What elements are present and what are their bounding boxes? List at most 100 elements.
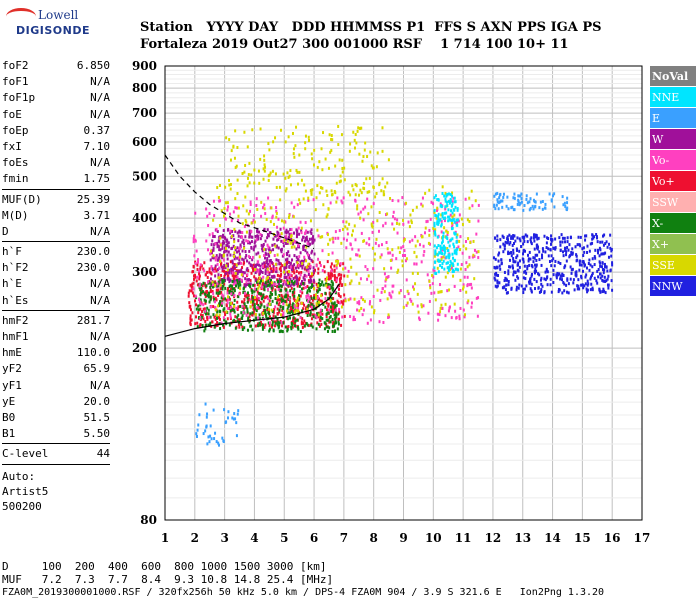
- echo-point: [591, 237, 594, 241]
- echo-point: [189, 314, 192, 318]
- echo-point: [353, 297, 356, 301]
- echo-point: [591, 233, 594, 237]
- echo-point: [209, 285, 212, 289]
- echo-point: [212, 248, 215, 252]
- echo-point: [440, 303, 443, 307]
- echo-point: [328, 133, 331, 137]
- echo-point: [264, 311, 267, 315]
- echo-point: [240, 261, 243, 265]
- param-value: N/A: [90, 224, 110, 238]
- echo-point: [330, 296, 333, 300]
- echo-point: [545, 269, 548, 273]
- echo-point: [537, 286, 540, 290]
- legend-item-sse: SSE: [650, 255, 696, 276]
- echo-point: [243, 130, 246, 134]
- echo-point: [248, 261, 251, 265]
- echo-point: [450, 221, 453, 225]
- echo-point: [240, 269, 243, 273]
- echo-point: [510, 286, 513, 290]
- echo-point: [555, 274, 558, 278]
- echo-point: [234, 129, 237, 133]
- echo-point: [221, 256, 224, 260]
- echo-point: [586, 279, 589, 283]
- echo-point: [352, 315, 355, 319]
- echo-point: [403, 237, 406, 241]
- echo-point: [333, 269, 336, 273]
- echo-point: [549, 248, 552, 252]
- echo-point: [398, 250, 401, 254]
- echo-point: [223, 235, 226, 239]
- echo-point: [224, 216, 227, 220]
- echo-point: [225, 310, 228, 314]
- echo-point: [596, 248, 599, 252]
- echo-point: [206, 275, 209, 279]
- echo-point: [510, 236, 513, 240]
- echo-point: [362, 155, 365, 159]
- echo-point: [223, 263, 226, 267]
- echo-point: [606, 245, 609, 249]
- echo-point: [512, 266, 515, 270]
- echo-point: [306, 314, 309, 318]
- echo-point: [590, 273, 593, 277]
- echo-point: [216, 310, 219, 314]
- echo-point: [447, 240, 450, 244]
- echo-point: [325, 325, 328, 329]
- echo-point: [232, 417, 235, 421]
- echo-point: [254, 307, 257, 311]
- echo-point: [574, 273, 577, 277]
- echo-point: [274, 321, 277, 325]
- echo-point: [559, 274, 562, 278]
- echo-point: [342, 227, 345, 231]
- param-name: fxI: [2, 139, 22, 153]
- echo-point: [282, 172, 285, 176]
- echo-point: [283, 263, 286, 267]
- echo-point: [563, 289, 566, 293]
- echo-point: [349, 281, 352, 285]
- echo-point: [288, 260, 291, 264]
- echo-point: [233, 305, 236, 309]
- echo-point: [368, 176, 371, 180]
- echo-point: [323, 321, 326, 325]
- echo-point: [226, 306, 229, 310]
- echo-point: [435, 216, 438, 220]
- echo-point: [470, 301, 473, 305]
- echo-point: [567, 282, 570, 286]
- echo-point: [610, 279, 613, 283]
- echo-point: [210, 243, 213, 247]
- echo-point: [537, 272, 540, 276]
- echo-point: [204, 327, 207, 331]
- echo-point: [225, 249, 228, 253]
- echo-point: [512, 257, 515, 261]
- echo-point: [206, 270, 209, 274]
- echo-point: [230, 234, 233, 238]
- echo-point: [220, 254, 223, 258]
- echo-point: [248, 181, 251, 185]
- echo-point: [508, 258, 511, 262]
- echo-point: [231, 271, 234, 275]
- echo-point: [510, 250, 513, 254]
- echo-point: [288, 213, 291, 217]
- echo-point: [554, 247, 557, 251]
- echo-point: [268, 272, 271, 276]
- x-tick-label: 6: [310, 531, 318, 545]
- echo-point: [562, 273, 565, 277]
- echo-point: [263, 296, 266, 300]
- echo-point: [206, 412, 209, 416]
- echo-point: [243, 271, 246, 275]
- echo-point: [517, 200, 520, 204]
- echo-point: [228, 297, 231, 301]
- echo-point: [276, 233, 279, 237]
- echo-point: [544, 250, 547, 254]
- echo-point: [455, 240, 458, 244]
- echo-point: [241, 240, 244, 244]
- param-value: N/A: [90, 107, 110, 121]
- echo-point: [250, 221, 253, 225]
- echo-point: [589, 263, 592, 267]
- echo-point: [379, 298, 382, 302]
- echo-point: [240, 278, 243, 282]
- echo-point: [307, 293, 310, 297]
- echo-point: [441, 252, 444, 256]
- echo-point: [249, 203, 252, 207]
- echo-point: [233, 257, 236, 261]
- echo-point: [243, 246, 246, 250]
